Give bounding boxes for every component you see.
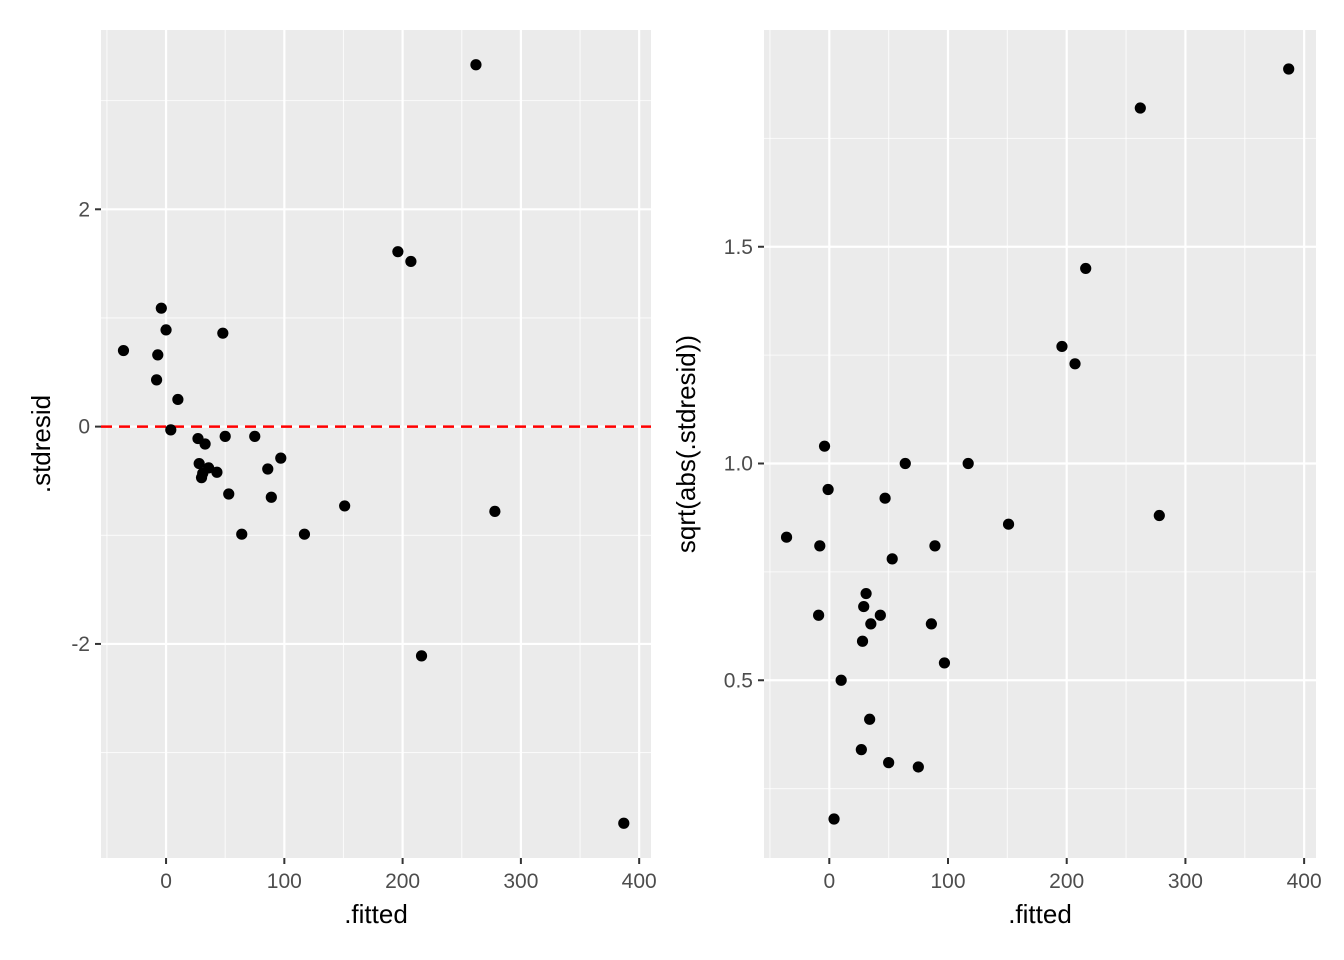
data-point xyxy=(193,457,205,470)
data-point xyxy=(489,505,501,517)
data-point xyxy=(262,463,274,475)
data-point xyxy=(874,609,886,621)
data-point xyxy=(929,540,941,552)
data-point xyxy=(865,618,877,630)
data-point xyxy=(203,462,215,474)
data-point xyxy=(155,302,167,314)
data-point xyxy=(339,500,351,512)
data-point xyxy=(1134,102,1146,114)
data-point xyxy=(814,540,826,552)
data-point xyxy=(219,430,231,442)
y-tick-label: 0.5 xyxy=(724,669,753,692)
data-point xyxy=(818,440,831,452)
data-point xyxy=(860,587,872,600)
x-tick-label: 200 xyxy=(1049,870,1084,893)
x-tick-label: 200 xyxy=(385,870,420,893)
data-point xyxy=(211,466,223,478)
data-point xyxy=(883,757,895,769)
data-point xyxy=(1069,358,1081,370)
x-tick-label: 400 xyxy=(622,870,657,893)
data-point xyxy=(405,255,417,268)
data-point xyxy=(117,344,130,357)
x-tick-label: 300 xyxy=(1168,870,1203,893)
data-point xyxy=(275,452,287,464)
data-point xyxy=(856,635,869,647)
data-point xyxy=(864,713,876,725)
data-point xyxy=(855,744,867,756)
data-point xyxy=(199,438,211,450)
x-axis-title: .fitted xyxy=(1008,899,1072,929)
data-point xyxy=(962,457,974,470)
data-point xyxy=(415,650,428,662)
y-axis-title: sqrt(abs(.stdresid)) xyxy=(671,335,701,553)
x-tick-label: 100 xyxy=(930,870,965,893)
y-tick-label: 0 xyxy=(78,416,90,439)
data-point xyxy=(813,609,825,621)
y-tick-label: 1.5 xyxy=(724,236,753,259)
data-point xyxy=(1153,509,1165,522)
data-point xyxy=(172,393,184,406)
data-point xyxy=(217,327,229,339)
x-tick-label: 300 xyxy=(503,870,538,893)
data-point xyxy=(265,491,277,503)
data-point xyxy=(160,324,172,336)
data-point xyxy=(249,430,261,442)
data-point xyxy=(223,488,235,500)
residuals-vs-fitted-panel: 0 100 200 300 400 -2 0 2 .fitted .stdresid xyxy=(26,30,657,929)
data-point xyxy=(165,424,177,436)
data-point xyxy=(618,817,630,829)
y-tick-label: -2 xyxy=(71,633,90,656)
y-tick-label: 1.0 xyxy=(724,453,753,476)
x-tick-label: 0 xyxy=(823,870,835,893)
data-point xyxy=(1056,340,1068,353)
y-axis-title: .stdresid xyxy=(26,395,56,493)
plot-panel-background xyxy=(764,30,1316,858)
data-point xyxy=(886,553,898,565)
data-point xyxy=(392,246,404,258)
y-tick-label: 2 xyxy=(78,198,90,221)
x-axis-title: .fitted xyxy=(344,899,408,929)
data-point xyxy=(236,528,248,540)
x-tick-label: 400 xyxy=(1287,870,1322,893)
data-point xyxy=(150,374,163,386)
data-point xyxy=(1002,518,1015,530)
data-point xyxy=(925,618,937,630)
data-point xyxy=(899,457,911,470)
data-point xyxy=(470,59,482,71)
data-point xyxy=(879,492,891,504)
data-point xyxy=(298,528,311,540)
data-point xyxy=(822,483,834,496)
data-point xyxy=(1080,262,1092,275)
x-tick-label: 100 xyxy=(267,870,302,893)
plot-panel-background xyxy=(101,30,651,858)
scale-location-panel: 0 100 200 300 400 0.5 1.0 1.5 .fitted sqrt(abs(.s… xyxy=(671,30,1322,929)
data-point xyxy=(938,657,951,669)
data-point xyxy=(152,349,164,361)
data-point xyxy=(1283,63,1295,75)
x-tick-label: 0 xyxy=(160,870,172,893)
data-point xyxy=(858,600,870,613)
data-point xyxy=(828,813,840,825)
data-point xyxy=(912,761,924,773)
data-point xyxy=(780,531,793,543)
data-point xyxy=(835,674,847,686)
